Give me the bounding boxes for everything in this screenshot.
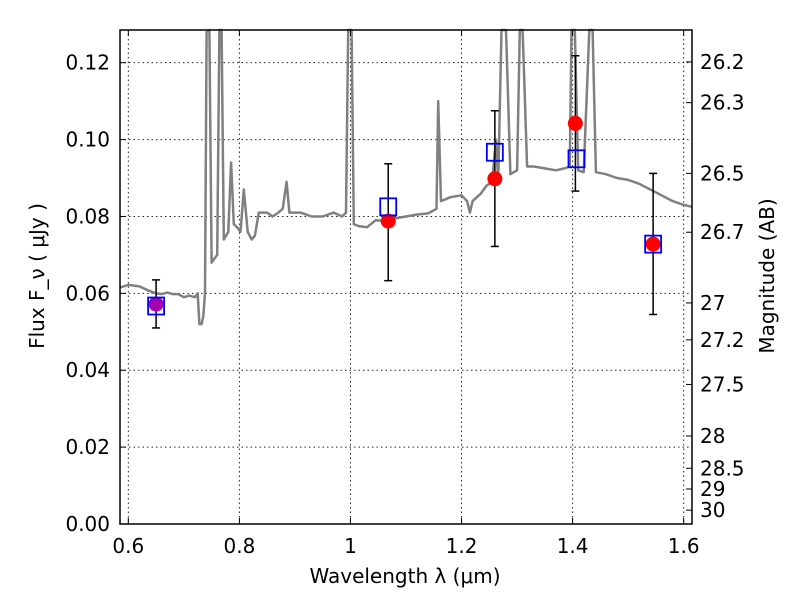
marker-layer bbox=[147, 55, 663, 329]
x-tick-label: 1 bbox=[344, 534, 357, 558]
tick-label-layer: 0.6 0.8 1 1.2 1.4 1.6 0.00 0.02 0.04 0.06 0.08 0.10… bbox=[65, 50, 744, 558]
x-tick-label: 0.6 bbox=[112, 534, 144, 558]
y-tick-label: 0.12 bbox=[65, 51, 110, 75]
model-point bbox=[485, 142, 504, 162]
x-tick-label: 1.4 bbox=[557, 534, 589, 558]
observed-point bbox=[487, 171, 503, 187]
y-tick-label: 0.04 bbox=[65, 358, 110, 382]
y2-axis-title: Magnitude (AB) bbox=[755, 198, 779, 353]
model-point bbox=[379, 197, 398, 217]
observed-point bbox=[567, 115, 583, 131]
y-tick-label: 0.00 bbox=[65, 512, 110, 536]
observed-point bbox=[645, 236, 661, 252]
y-tick-label: 0.06 bbox=[65, 281, 110, 305]
y2-tick-label: 27.2 bbox=[700, 328, 745, 352]
x-axis-title: Wavelength λ (μm) bbox=[309, 564, 500, 588]
y2-tick-label: 30 bbox=[700, 498, 725, 522]
model-point bbox=[147, 296, 165, 316]
observed-point bbox=[148, 296, 164, 312]
spectrum-layer bbox=[119, 28, 693, 326]
y2-tick-label: 26.2 bbox=[700, 50, 745, 74]
y2-tick-label: 26.5 bbox=[700, 161, 745, 185]
x-tick-label: 0.8 bbox=[223, 534, 255, 558]
y2-tick-label: 29 bbox=[700, 477, 725, 501]
y2-tick-label: 28.5 bbox=[700, 456, 745, 480]
y2-tick-label: 28 bbox=[700, 424, 725, 448]
model-point bbox=[567, 149, 586, 169]
y2-tick-label: 26.7 bbox=[700, 220, 745, 244]
tick-layer bbox=[120, 30, 692, 525]
plot-frame bbox=[119, 29, 693, 525]
y-axis-title: Flux F_ν ( μJy ) bbox=[25, 203, 49, 349]
y2-tick-label: 27 bbox=[700, 291, 725, 315]
y-tick-label: 0.10 bbox=[65, 128, 110, 152]
observed-point bbox=[380, 213, 396, 229]
model-point bbox=[644, 234, 663, 254]
y2-tick-label: 27.5 bbox=[700, 372, 745, 396]
y2-tick-label: 26.3 bbox=[700, 91, 745, 115]
x-tick-label: 1.2 bbox=[446, 534, 478, 558]
y-tick-label: 0.02 bbox=[65, 435, 110, 459]
x-tick-label: 1.6 bbox=[668, 534, 700, 558]
y-tick-label: 0.08 bbox=[65, 204, 110, 228]
spectrum-line bbox=[119, 28, 693, 326]
